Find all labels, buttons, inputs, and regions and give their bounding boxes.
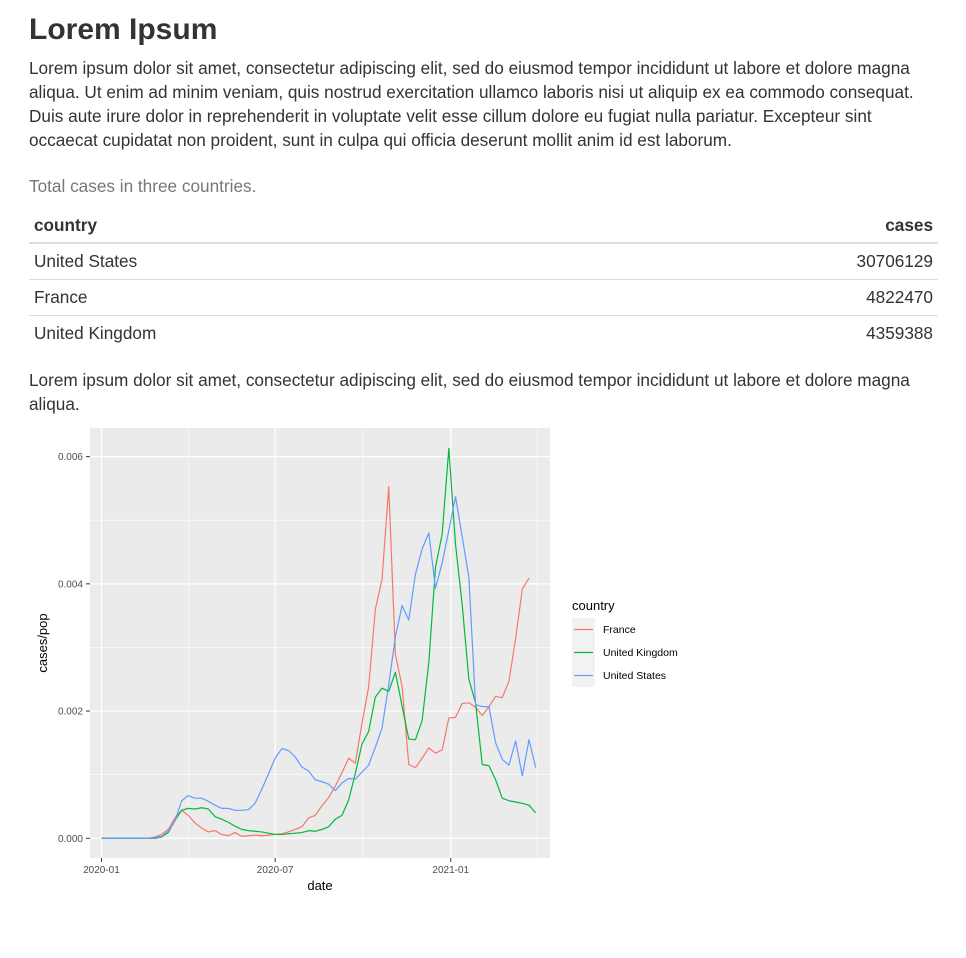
table-row: France 4822470 — [29, 279, 938, 316]
x-tick-label: 2020-07 — [257, 865, 294, 876]
x-tick-label: 2021-01 — [432, 865, 469, 876]
table-header-row: country cases — [29, 208, 938, 244]
table-row: United States 30706129 — [29, 243, 938, 280]
second-paragraph: Lorem ipsum dolor sit amet, consectetur … — [29, 370, 910, 414]
legend-entry-label: France — [603, 624, 636, 636]
series-line-france — [101, 485, 530, 839]
cell-cases: 4822470 — [578, 279, 938, 316]
column-header-cases: cases — [578, 208, 938, 244]
plot-panel — [90, 428, 550, 858]
table-row: United Kingdom 4359388 — [29, 316, 938, 352]
cases-table: country cases United States 30706129 Fra… — [29, 208, 938, 351]
y-tick-label: 0.000 — [58, 834, 83, 845]
legend-entry-label: United States — [603, 670, 666, 682]
cell-cases: 4359388 — [866, 323, 933, 343]
cell-country: United States — [29, 243, 579, 280]
series-line-united-states — [101, 496, 537, 839]
legend-title: country — [572, 598, 615, 613]
y-tick-label: 0.006 — [58, 452, 83, 463]
column-header-country: country — [29, 208, 579, 244]
y-axis-title: cases/pop — [35, 613, 50, 672]
x-tick-label: 2020-01 — [83, 865, 120, 876]
page-title: Lorem Ipsum — [29, 13, 218, 46]
y-tick-label: 0.002 — [58, 707, 83, 718]
cell-country: United Kingdom — [34, 323, 157, 343]
cell-cases: 30706129 — [578, 243, 938, 280]
table-caption: Total cases in three countries. — [29, 176, 257, 196]
cases-per-pop-line-chart: 0.000 0.002 0.004 0.006 2020-01 2020-07 2021-0… — [35, 428, 678, 893]
intro-paragraph: Lorem ipsum dolor sit amet, consectetur … — [29, 58, 914, 150]
y-tick-label: 0.004 — [58, 579, 83, 590]
x-axis-title: date — [307, 878, 332, 893]
legend-entry-label: United Kingdom — [603, 647, 678, 659]
cell-country: France — [29, 279, 579, 316]
report-page: Lorem Ipsum Lorem ipsum dolor sit amet, … — [0, 0, 966, 416]
